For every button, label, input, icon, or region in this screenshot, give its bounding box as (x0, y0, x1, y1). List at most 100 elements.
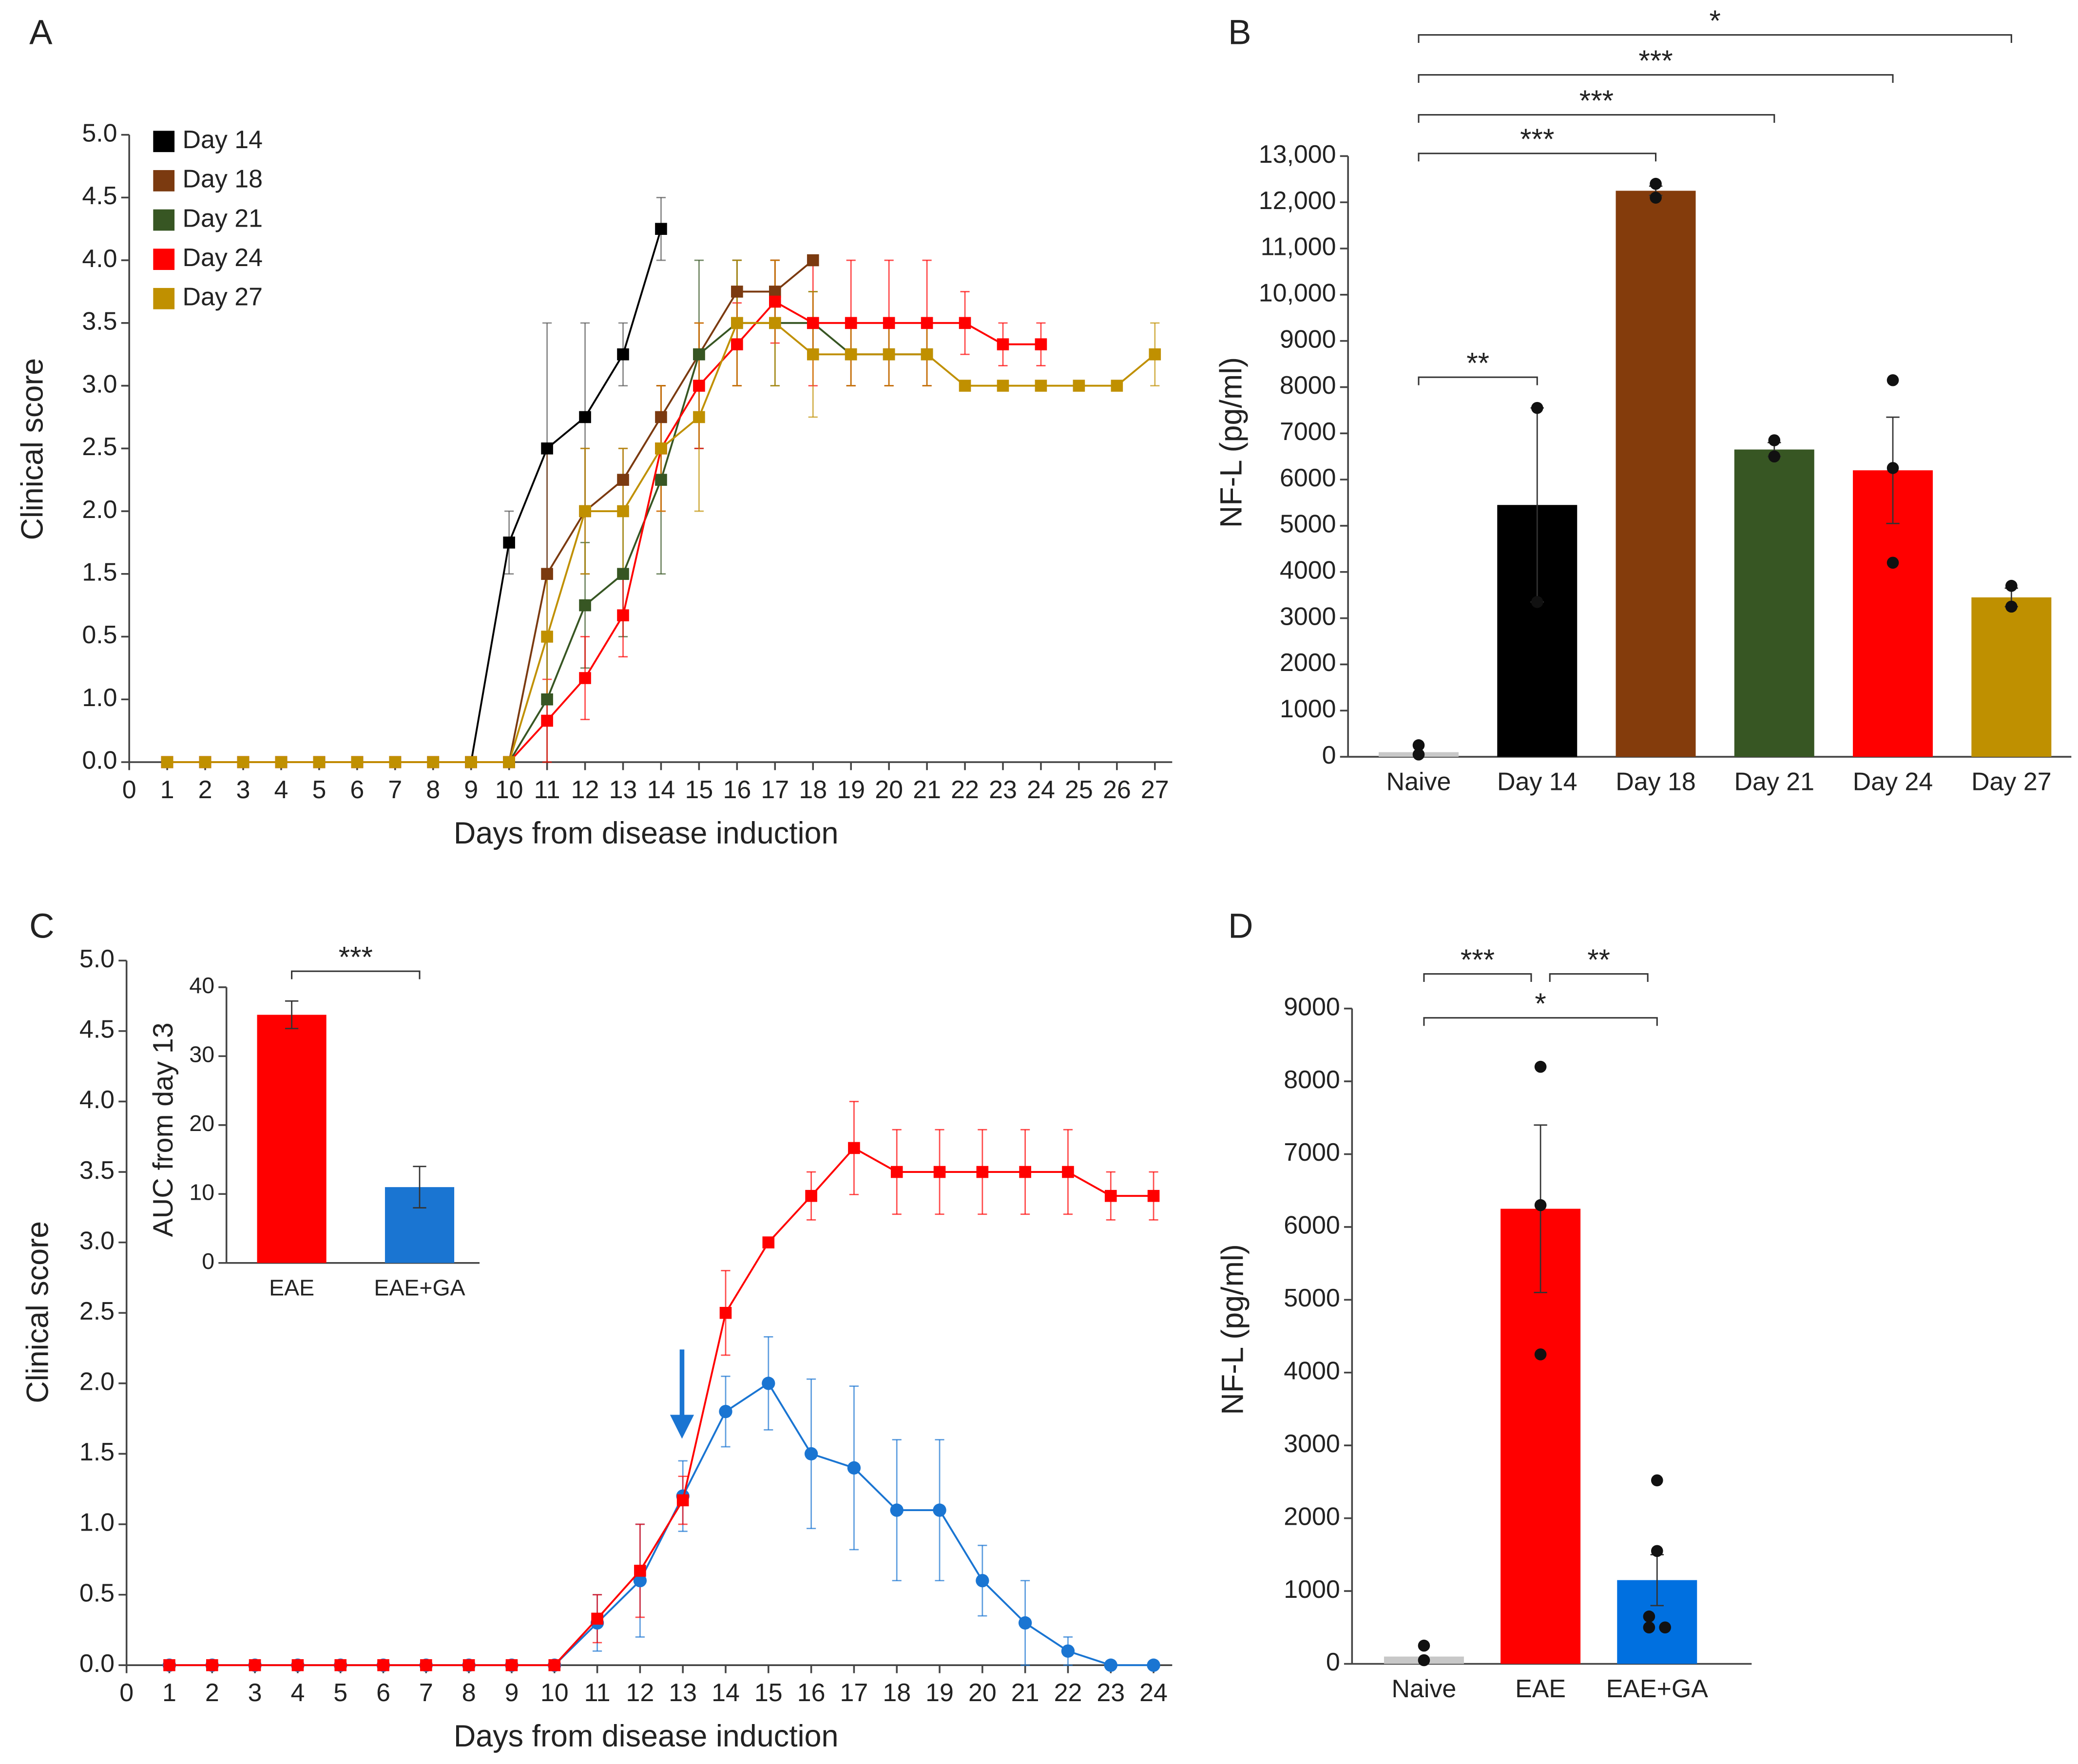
point (427, 756, 440, 768)
significance-label: *** (1579, 84, 1614, 117)
data-point (1651, 1474, 1663, 1487)
y-tick-label: 3.0 (79, 1227, 115, 1255)
y-tick-label: 2.0 (79, 1368, 115, 1396)
x-tick-label: Day 14 (1497, 767, 1578, 796)
x-tick-label: 9 (464, 776, 478, 804)
legend-label: Day 21 (182, 204, 263, 232)
y-tick-label: 0 (1322, 741, 1336, 769)
x-tick-label: Day 27 (1971, 767, 2052, 796)
point (275, 756, 288, 768)
y-tick-label: 4.0 (82, 245, 117, 273)
panel-label: C (29, 907, 54, 945)
data-point (1534, 1060, 1547, 1073)
x-tick-label: 13 (609, 776, 637, 804)
y-tick-label: 9000 (1284, 993, 1340, 1021)
bar (1616, 191, 1696, 757)
y-tick-label: 0 (202, 1248, 214, 1274)
point (199, 756, 212, 768)
data-point (1651, 1545, 1663, 1557)
significance-label: *** (1461, 943, 1495, 976)
x-tick-label: 18 (799, 776, 827, 804)
y-tick-label: 1000 (1280, 695, 1336, 723)
significance-bracket (1418, 153, 1657, 162)
y-tick-label: 1.0 (82, 684, 117, 712)
x-tick-label: 6 (376, 1679, 390, 1707)
legend-label: Day 18 (182, 165, 263, 193)
x-axis-label: Days from disease induction (454, 1719, 839, 1753)
point (1147, 1658, 1160, 1672)
y-tick-label: 1.5 (79, 1438, 115, 1466)
point (548, 1659, 561, 1671)
significance-bracket (1549, 973, 1649, 982)
significance-label: *** (1638, 44, 1673, 77)
point (1061, 1644, 1075, 1658)
x-tick-label: 6 (350, 776, 364, 804)
x-tick-label: 10 (495, 776, 523, 804)
point (351, 756, 364, 768)
x-tick-label: Naive (1386, 767, 1451, 796)
x-tick-label: 3 (248, 1679, 262, 1707)
point (617, 609, 629, 622)
data-point (1531, 402, 1543, 414)
x-tick-label: 20 (968, 1679, 997, 1707)
x-tick-label: 16 (797, 1679, 826, 1707)
significance-label: *** (339, 940, 373, 973)
x-tick-label: 21 (913, 776, 941, 804)
point (249, 1659, 261, 1671)
point (890, 1503, 904, 1517)
y-tick-label: 0.5 (79, 1579, 115, 1607)
x-tick-label: Day 18 (1616, 767, 1696, 796)
x-tick-label: 8 (426, 776, 440, 804)
y-tick-label: 11,000 (1261, 233, 1336, 261)
x-tick-label: 23 (1097, 1679, 1125, 1707)
point (291, 1659, 304, 1671)
significance-bracket (1418, 74, 1894, 83)
x-tick-label: 20 (875, 776, 903, 804)
point (206, 1659, 218, 1671)
y-tick-label: 0.0 (79, 1649, 115, 1678)
x-tick-label: 14 (712, 1679, 740, 1707)
panel-label: A (29, 13, 53, 52)
x-tick-label: 5 (312, 776, 326, 804)
x-tick-label: 23 (989, 776, 1017, 804)
point (719, 1306, 732, 1319)
x-tick-label: 25 (1065, 776, 1093, 804)
point (769, 317, 781, 329)
y-tick-label: 3000 (1280, 602, 1336, 631)
point (163, 1659, 175, 1671)
legend-label: Day 27 (182, 283, 263, 311)
point (921, 348, 933, 361)
point (161, 756, 173, 768)
point (845, 317, 857, 329)
point (976, 1166, 989, 1178)
y-tick-label: 3000 (1284, 1430, 1340, 1458)
data-point (1412, 739, 1425, 751)
point (693, 348, 705, 361)
point (731, 338, 743, 350)
y-tick-label: 7000 (1280, 418, 1336, 446)
point (579, 599, 591, 612)
y-tick-label: 13,000 (1259, 140, 1336, 169)
significance-label: * (1709, 4, 1720, 37)
x-tick-label: 22 (951, 776, 979, 804)
point (1062, 1166, 1074, 1178)
x-tick-label: Day 21 (1734, 767, 1815, 796)
point (1104, 1658, 1117, 1672)
point (634, 1565, 646, 1577)
data-point (1643, 1611, 1655, 1623)
point (933, 1166, 946, 1178)
point (1104, 1189, 1117, 1202)
point (848, 1142, 860, 1154)
x-tick-label: EAE+GA (1606, 1675, 1709, 1703)
y-tick-label: 3.5 (79, 1156, 115, 1185)
point (1018, 1616, 1032, 1630)
y-tick-label: 2000 (1280, 649, 1336, 677)
x-tick-label: 21 (1011, 1679, 1039, 1707)
point (1073, 380, 1085, 392)
point (465, 756, 477, 768)
x-tick-label: 4 (274, 776, 288, 804)
data-point (1643, 1621, 1655, 1634)
point (762, 1377, 775, 1390)
x-tick-label: 5 (333, 1679, 347, 1707)
